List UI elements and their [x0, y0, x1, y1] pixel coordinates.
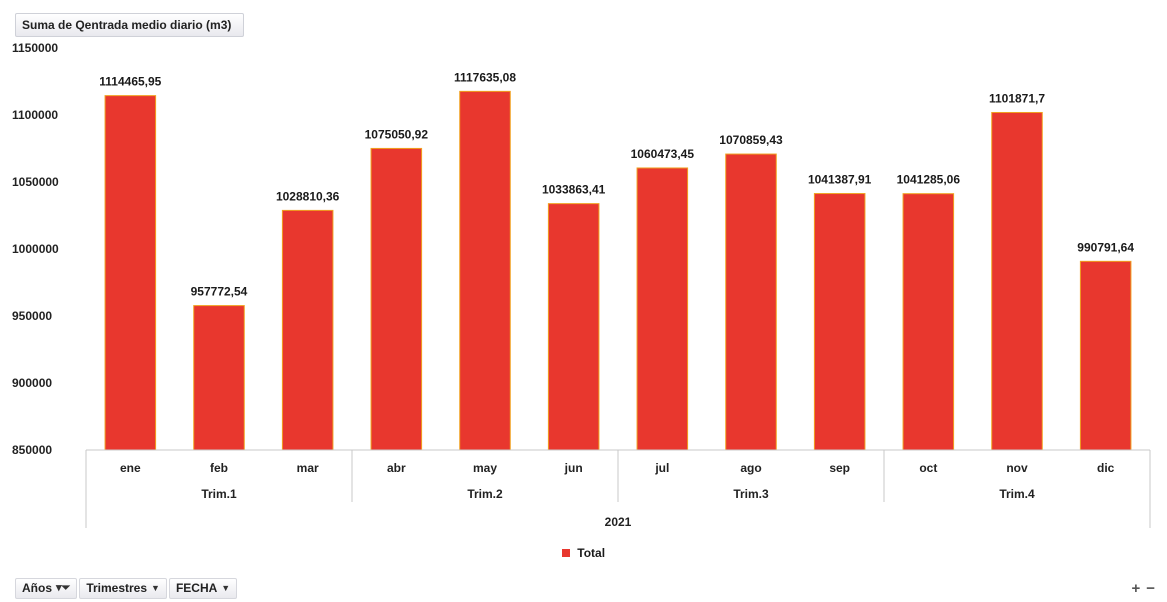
quarter-label: Trim.3: [733, 487, 769, 501]
data-label: 1041285,06: [897, 173, 961, 187]
data-label: 1075050,92: [365, 127, 429, 141]
y-tick-label: 900000: [12, 376, 52, 390]
x-tick-label: mar: [297, 461, 319, 475]
date-field-label: FECHA: [175, 581, 218, 595]
y-tick-label: 1100000: [12, 108, 58, 122]
x-tick-label: sep: [829, 461, 850, 475]
years-field-label: Años: [22, 581, 52, 595]
date-field-button[interactable]: FECHA ▼: [168, 578, 238, 599]
chart-legend: Total: [0, 546, 1167, 560]
data-label: 1117635,08: [454, 70, 516, 84]
data-label: 1114465,95: [99, 75, 161, 89]
bar: [547, 203, 600, 451]
data-label: 1033863,41: [542, 183, 606, 197]
quarter-label: Trim.4: [999, 487, 1035, 501]
quarters-field-button[interactable]: Trimestres ▼: [79, 578, 167, 599]
bar: [813, 193, 866, 451]
data-label: 1060473,45: [631, 147, 695, 161]
data-label: 990791,64: [1077, 240, 1134, 254]
x-tick-label: abr: [387, 461, 406, 475]
legend-label: Total: [577, 546, 606, 560]
year-label: 2021: [605, 515, 632, 529]
quarters-field-label: Trimestres: [86, 581, 148, 595]
data-label: 1070859,43: [719, 133, 783, 147]
bar-chart: 850000 900000 950000 1000000 1050000 1100000 1…: [12, 41, 1151, 529]
y-tick-label: 1050000: [12, 175, 59, 189]
bar: [902, 193, 955, 451]
bar: [636, 167, 689, 451]
data-label: 1041387,91: [808, 173, 872, 187]
y-tick-label: 1150000: [12, 41, 58, 55]
x-tick-label: may: [473, 461, 497, 475]
data-label: 957772,54: [191, 285, 248, 299]
legend-swatch: [561, 548, 570, 557]
bar: [1079, 260, 1132, 451]
quarter-label: Trim.2: [467, 487, 503, 501]
data-label: 1101871,7: [989, 91, 1045, 105]
bar: [193, 305, 245, 451]
years-field-button[interactable]: Años ▾⏷: [15, 578, 78, 599]
x-tick-label: oct: [919, 461, 937, 475]
data-label: 1028810,36: [276, 189, 340, 203]
y-tick-label: 1000000: [12, 242, 59, 256]
y-tick-label: 850000: [12, 443, 52, 457]
zoom-out-button[interactable]: −: [1146, 580, 1155, 597]
x-tick-label: ago: [740, 461, 761, 475]
bar: [281, 209, 334, 451]
x-tick-label: feb: [210, 461, 228, 475]
bar: [104, 95, 157, 451]
value-field-button[interactable]: Suma de Qentrada medio diario (m3): [15, 13, 245, 37]
x-tick-label: ene: [120, 461, 141, 475]
zoom-controls: + −: [1131, 580, 1155, 597]
bar: [991, 111, 1043, 451]
x-tick-label: nov: [1006, 461, 1028, 475]
bar: [725, 153, 777, 451]
dropdown-arrow-icon: ▼: [151, 583, 160, 593]
y-tick-label: 950000: [12, 309, 52, 323]
dropdown-arrow-icon: ▼: [221, 583, 231, 593]
x-tick-label: jun: [564, 461, 583, 475]
axis-field-buttons: Años ▾⏷ Trimestres ▼ FECHA ▼: [15, 578, 238, 599]
x-tick-label: dic: [1097, 461, 1115, 475]
quarter-label: Trim.1: [201, 487, 237, 501]
bar: [370, 147, 423, 451]
filter-icon: ▾⏷: [56, 582, 71, 594]
x-tick-label: jul: [654, 461, 669, 475]
bar: [459, 90, 511, 451]
zoom-in-button[interactable]: +: [1131, 580, 1141, 597]
